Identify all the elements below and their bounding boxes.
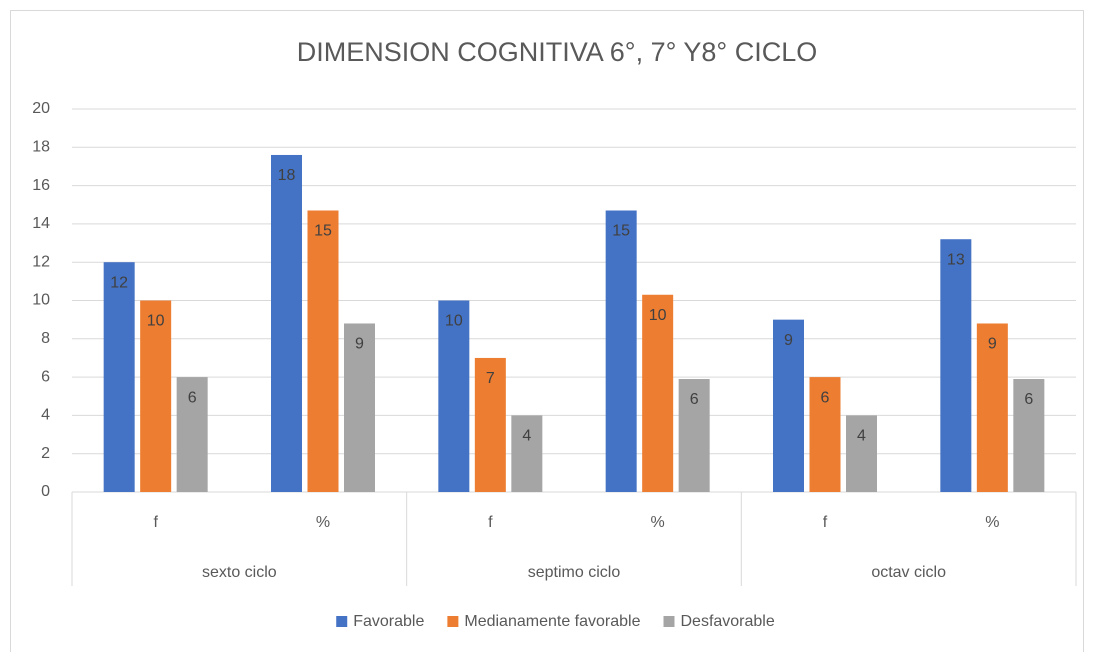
chart-title: DIMENSION COGNITIVA 6°, 7° Y8° CICLO bbox=[297, 37, 818, 67]
x-tick-label: f bbox=[488, 514, 493, 531]
data-label: 10 bbox=[147, 313, 165, 330]
data-label: 6 bbox=[821, 389, 830, 406]
legend-label: Medianamente favorable bbox=[464, 613, 640, 630]
data-label: 9 bbox=[355, 336, 364, 353]
group-label: septimo ciclo bbox=[528, 564, 621, 581]
y-tick-label: 2 bbox=[41, 445, 50, 462]
bar bbox=[846, 415, 877, 492]
x-tick-label: % bbox=[316, 514, 330, 531]
legend-label: Desfavorable bbox=[680, 613, 774, 630]
y-tick-label: 20 bbox=[32, 100, 50, 117]
bar bbox=[976, 323, 1008, 492]
y-tick-label: 16 bbox=[32, 177, 50, 194]
data-label: 15 bbox=[314, 223, 332, 240]
data-label: 4 bbox=[857, 428, 866, 445]
legend-swatch bbox=[663, 616, 675, 627]
data-label: 9 bbox=[988, 336, 997, 353]
legend-label: Favorable bbox=[353, 613, 424, 630]
bar bbox=[103, 262, 135, 492]
bar bbox=[809, 377, 841, 492]
bar bbox=[474, 357, 506, 492]
data-label: 13 bbox=[947, 251, 965, 268]
y-tick-label: 6 bbox=[41, 368, 50, 385]
data-label: 7 bbox=[486, 370, 495, 387]
x-tick-label: % bbox=[985, 514, 999, 531]
x-tick-label: f bbox=[823, 514, 828, 531]
group-label: sexto ciclo bbox=[202, 564, 277, 581]
y-tick-label: 18 bbox=[32, 139, 50, 156]
data-label: 15 bbox=[612, 223, 630, 240]
bar bbox=[511, 415, 543, 492]
data-label: 6 bbox=[690, 391, 699, 408]
bar bbox=[1013, 379, 1045, 492]
data-label: 4 bbox=[522, 428, 531, 445]
y-tick-label: 14 bbox=[32, 215, 50, 232]
group-label: octav ciclo bbox=[871, 564, 946, 581]
x-tick-label: % bbox=[651, 514, 665, 531]
y-tick-label: 4 bbox=[41, 407, 50, 424]
bar bbox=[344, 323, 375, 492]
bar bbox=[605, 210, 637, 492]
legend-swatch bbox=[336, 616, 348, 627]
y-tick-label: 10 bbox=[32, 292, 50, 309]
bar bbox=[176, 377, 208, 492]
bar bbox=[678, 379, 710, 492]
bar bbox=[140, 300, 172, 492]
y-tick-label: 0 bbox=[41, 483, 50, 500]
y-tick-label: 8 bbox=[41, 330, 50, 347]
chart-border bbox=[10, 10, 1084, 652]
bar bbox=[307, 210, 339, 492]
data-label: 9 bbox=[784, 332, 793, 349]
bar bbox=[271, 154, 302, 492]
data-label: 6 bbox=[188, 389, 197, 406]
legend-swatch bbox=[447, 616, 459, 627]
bar bbox=[773, 319, 804, 492]
x-tick-label: f bbox=[153, 514, 158, 531]
data-label: 12 bbox=[110, 274, 128, 291]
data-label: 10 bbox=[445, 313, 463, 330]
bar bbox=[438, 300, 470, 492]
data-label: 18 bbox=[278, 167, 296, 184]
bar bbox=[642, 294, 674, 492]
bar bbox=[940, 239, 972, 492]
data-label: 10 bbox=[649, 307, 667, 324]
y-tick-label: 12 bbox=[32, 253, 50, 270]
data-label: 6 bbox=[1024, 391, 1033, 408]
